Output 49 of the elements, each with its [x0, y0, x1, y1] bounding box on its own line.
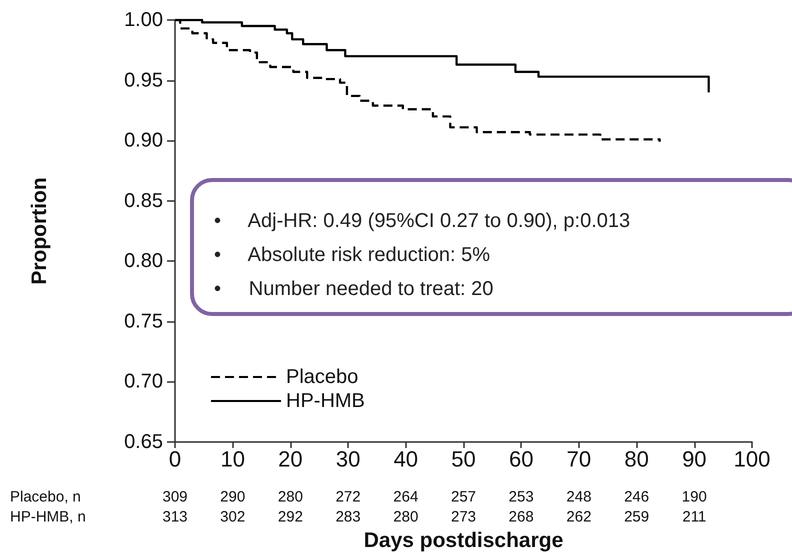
text: 190: [682, 488, 707, 506]
x-tick-label: 20: [278, 446, 303, 472]
y-tick-label: 0.70: [124, 370, 163, 393]
legend-label: Placebo: [286, 366, 358, 388]
x-tick-label: 100: [734, 446, 770, 472]
text: 313: [162, 508, 188, 526]
y-tick-label: 0.65: [124, 431, 163, 453]
x-tick-label: 50: [451, 446, 476, 472]
y-axis-title: Proportion: [28, 177, 51, 285]
x-tick-label: 40: [394, 446, 418, 472]
y-tick-label: 0.85: [124, 190, 163, 212]
text: 264: [393, 488, 418, 506]
x-tick-label: 90: [682, 446, 707, 472]
x-tick-label: 70: [566, 446, 592, 472]
rounded-frame: • Adj-HR: 0.49 (95%CI 0.27 to 0.90), p:0.013 • Absolute risk reduction: 5% • Number needed to treat: 20: [190, 178, 792, 316]
text: 309: [162, 488, 188, 506]
text: 211: [682, 508, 706, 526]
text: 272: [336, 488, 361, 506]
text: 280: [278, 488, 303, 506]
text: 290: [220, 488, 246, 506]
text: 248: [566, 488, 592, 506]
y-tick-label: 0.75: [124, 310, 163, 332]
legend-label: HP-HMB: [286, 390, 365, 412]
x-tick-label: 60: [508, 446, 534, 472]
x-tick-label: 80: [624, 446, 649, 472]
y-tick-label: 0.95: [124, 69, 163, 92]
annotation: • Absolute risk reduction: 5%: [214, 243, 492, 268]
x-tick-label: 30: [336, 446, 360, 472]
text: 259: [624, 508, 650, 526]
text: 292: [278, 508, 303, 526]
annotation: • Adj-HR: 0.49 (95%CI 0.27 to 0.90), p:0.013: [214, 209, 632, 234]
text: 262: [566, 508, 592, 526]
y-tick-label: 0.90: [124, 130, 163, 152]
text: HP-HMB, n: [10, 508, 86, 526]
text: 268: [508, 508, 534, 526]
annotation: • Number needed to treat: 20: [214, 277, 494, 302]
y-tick-label: 1.00: [124, 9, 163, 31]
text: 246: [624, 488, 650, 506]
text: 273: [450, 508, 476, 526]
x-axis-title: Days postdischarge: [364, 529, 564, 552]
text: 280: [393, 508, 418, 526]
text: 302: [220, 508, 246, 526]
text: Placebo, n: [10, 488, 81, 506]
text: 253: [508, 488, 534, 506]
x-tick-label: 10: [220, 446, 245, 472]
y-tick-label: 0.80: [124, 250, 163, 272]
text: 257: [450, 488, 476, 506]
x-tick-label: 0: [168, 446, 182, 472]
text: 283: [336, 508, 361, 526]
